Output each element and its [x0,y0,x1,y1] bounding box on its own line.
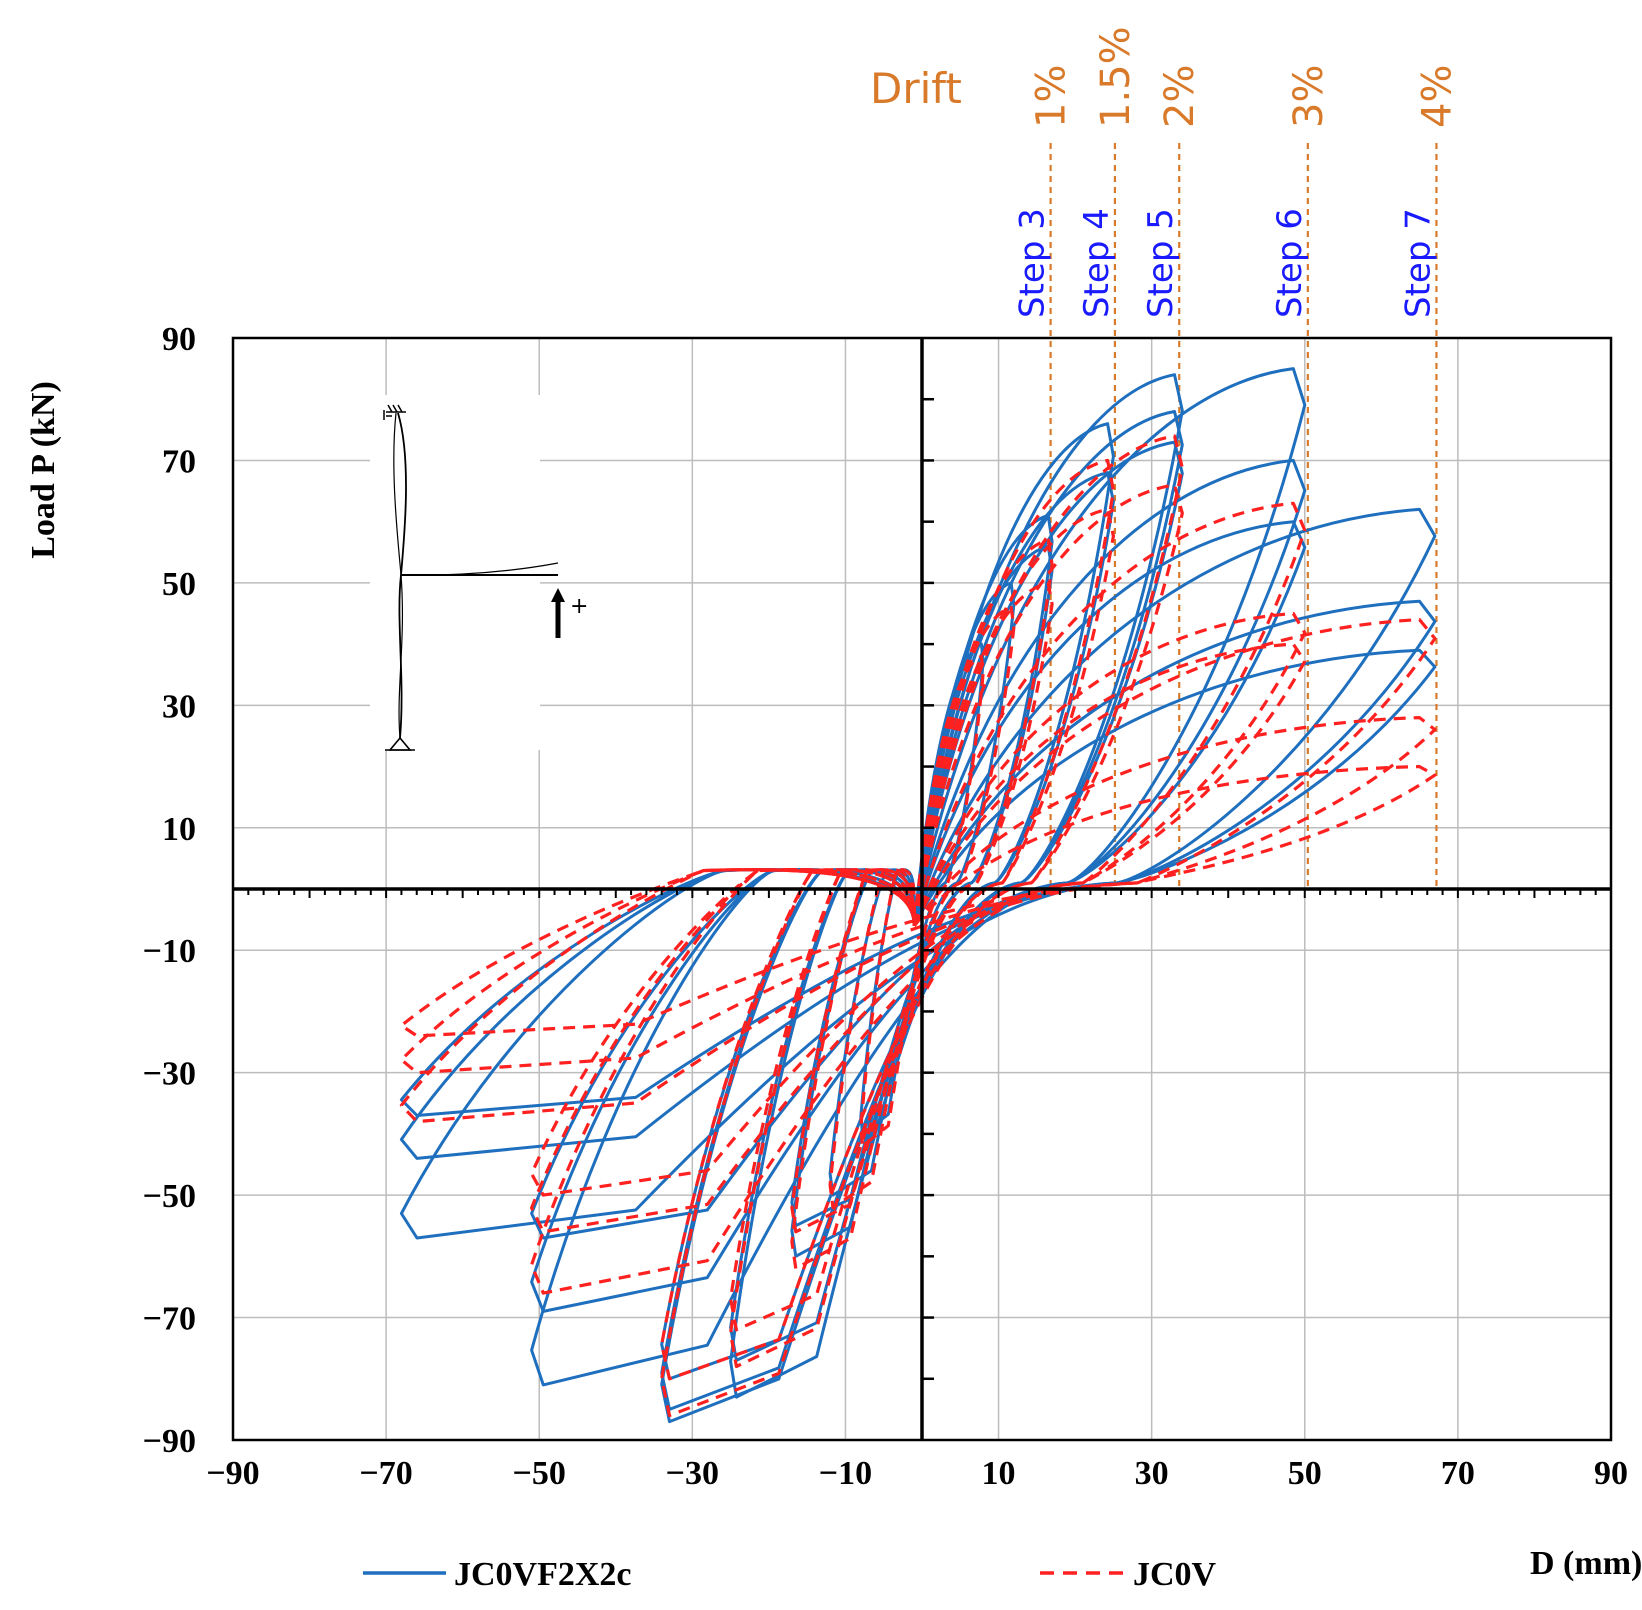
legend-label-jc0vf2x2c: JC0VF2X2c [454,1556,632,1593]
hysteresis-loop [399,648,1437,1117]
plot-frame [231,336,1613,1442]
axes: −90 −70 −50 −30 −10 10 30 50 70 90 90 70 50 30 10 −10 −3… [143,321,1628,1492]
load-direction-sign: + [570,594,588,619]
drift-label: 1% [1029,65,1075,128]
hysteresis-loop [790,581,1054,1234]
sketch-background [370,395,540,750]
y-tick-label: −10 [143,933,196,970]
step-label: Step 4 [1077,208,1117,318]
hysteresis-loop [729,458,1115,1369]
x-tick-label: −50 [513,1455,566,1492]
hysteresis-loop [828,605,1016,1209]
column-sketch [370,395,565,751]
sketch-beam-deflected [400,562,559,576]
drift-label: 1.5% [1093,26,1139,128]
sketch-top-support [383,404,406,420]
y-tick-label: 70 [162,443,196,480]
y-tick-label: 10 [162,811,196,848]
drift-label: 4% [1414,65,1460,128]
x-tick-label: −30 [666,1455,719,1492]
y-tick-label: −30 [143,1056,196,1093]
x-tick-label: −10 [819,1455,872,1492]
x-tick-label: 30 [1135,1455,1169,1492]
y-tick-label: −50 [143,1178,196,1215]
hysteresis-loop [859,654,985,1148]
x-tick-label: 50 [1288,1455,1322,1492]
drift-title: Drift [870,64,962,113]
drift-label: 2% [1157,65,1203,128]
legend: JC0VF2X2c JC0V [363,1556,1217,1593]
step-label: Step 3 [1013,208,1053,318]
y-tick-label: 30 [162,688,196,725]
y-tick-label: −90 [143,1423,196,1460]
hysteresis-loop [660,483,1184,1381]
x-tick-label: 70 [1441,1455,1475,1492]
hysteresis-loop [729,507,1115,1332]
drift-markers: 1% Step 3 1.5% Step 4 2% Step 5 3% Step 6 4% Step… [1013,26,1460,889]
hysteresis-loop [729,471,1115,1362]
load-arrow-icon [551,588,565,602]
hysteresis-loop [530,642,1307,1197]
step-label: Step 7 [1398,208,1438,318]
y-tick-label: 90 [162,321,196,358]
step-label: Step 5 [1141,208,1181,318]
series-layer [399,367,1437,1424]
x-tick-label: 90 [1594,1455,1628,1492]
y-axis-title: Load P (kN) [25,381,62,559]
y-tick-label: 50 [162,566,196,603]
x-axis-title: D (mm) [1530,1545,1642,1582]
drift-label: 3% [1286,65,1332,128]
x-tick-label: 10 [982,1455,1016,1492]
x-tick-label: −70 [359,1455,412,1492]
y-tick-label: −70 [143,1301,196,1338]
step-label: Step 6 [1270,208,1310,318]
legend-label-jc0v: JC0V [1133,1556,1217,1593]
x-tick-label: −90 [206,1455,259,1492]
